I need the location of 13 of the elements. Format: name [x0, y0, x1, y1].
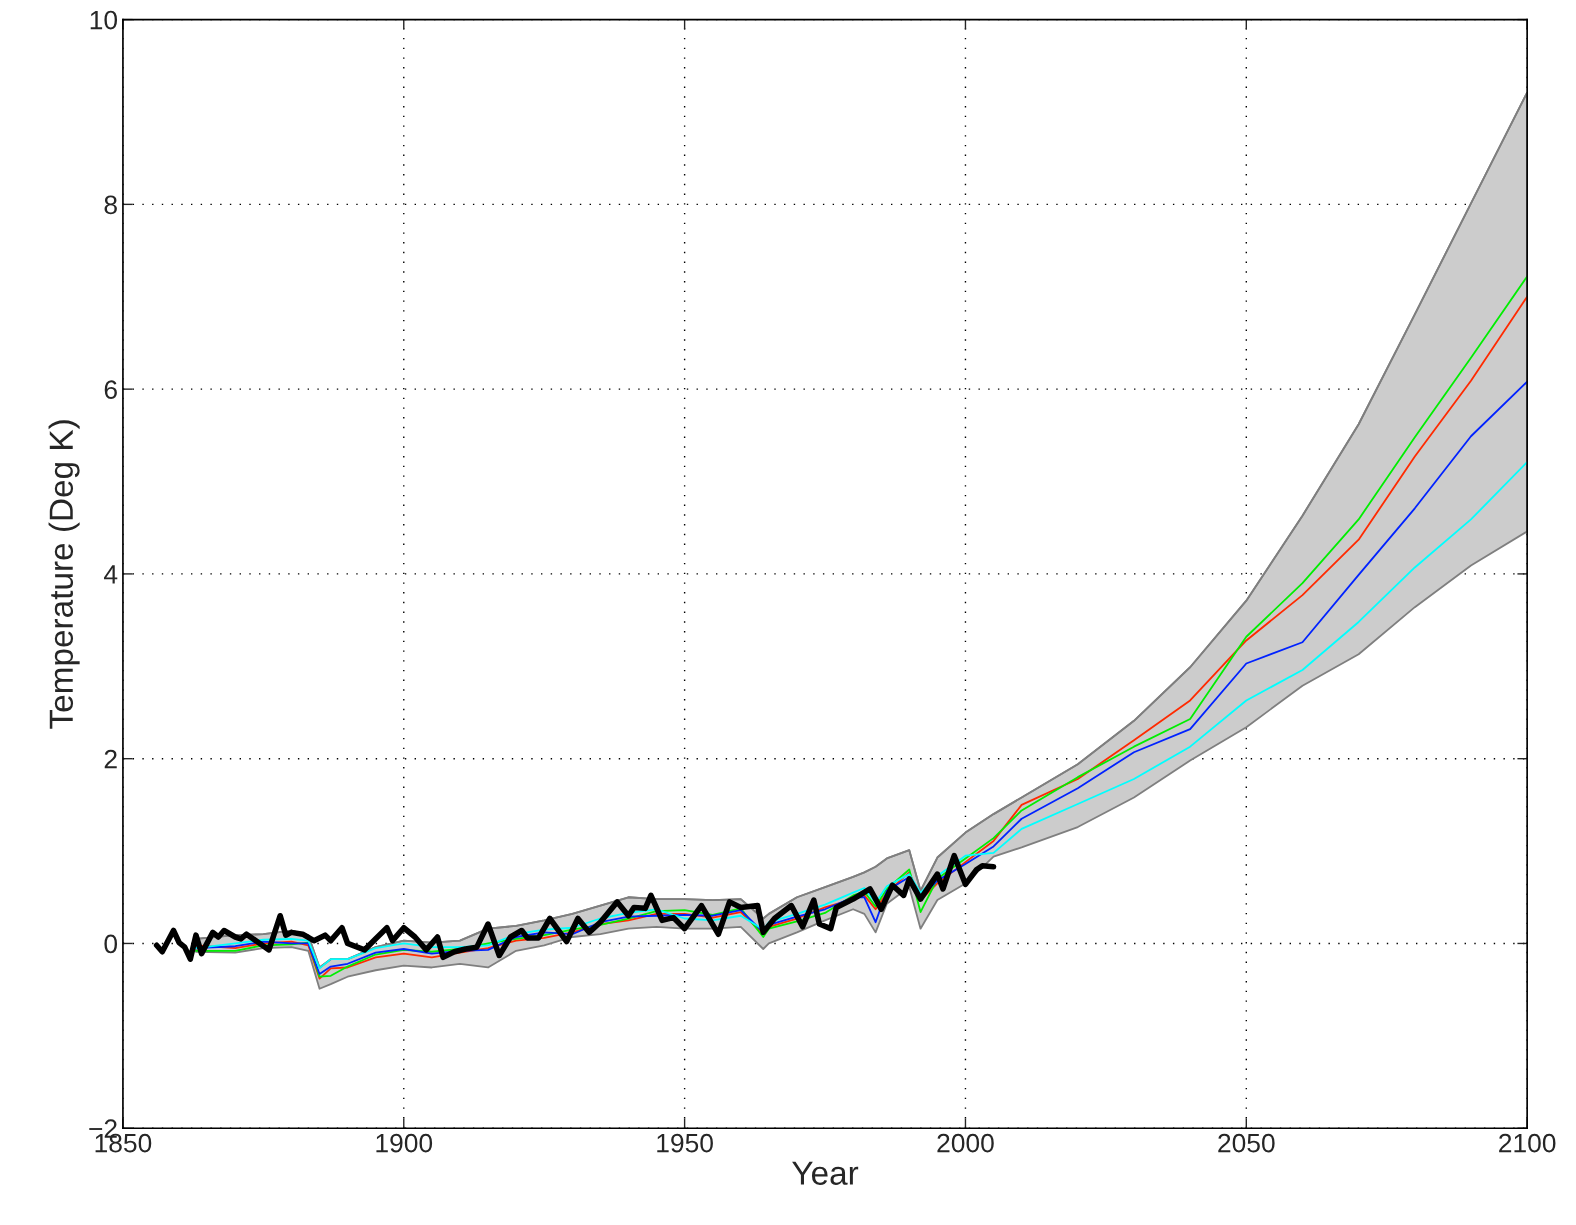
- x-tick-label: 1950: [657, 1133, 713, 1153]
- x-tick-label: 2050: [1218, 1133, 1275, 1153]
- y-tick-label: 2: [104, 749, 117, 769]
- x-tick-label: 2000: [937, 1133, 994, 1153]
- y-tick-label: 4: [104, 565, 118, 584]
- y-tick-label: 8: [104, 195, 117, 215]
- y-tick-label: 0: [104, 934, 118, 954]
- x-axis-title: Year: [792, 1161, 859, 1185]
- x-tick-label: 1900: [376, 1133, 433, 1153]
- y-tick-label: 10: [90, 10, 118, 30]
- y-tick-label: 6: [104, 380, 117, 399]
- x-tick-label: 2100: [1499, 1133, 1556, 1153]
- y-axis-title: Temperature (Deg K): [48, 420, 80, 729]
